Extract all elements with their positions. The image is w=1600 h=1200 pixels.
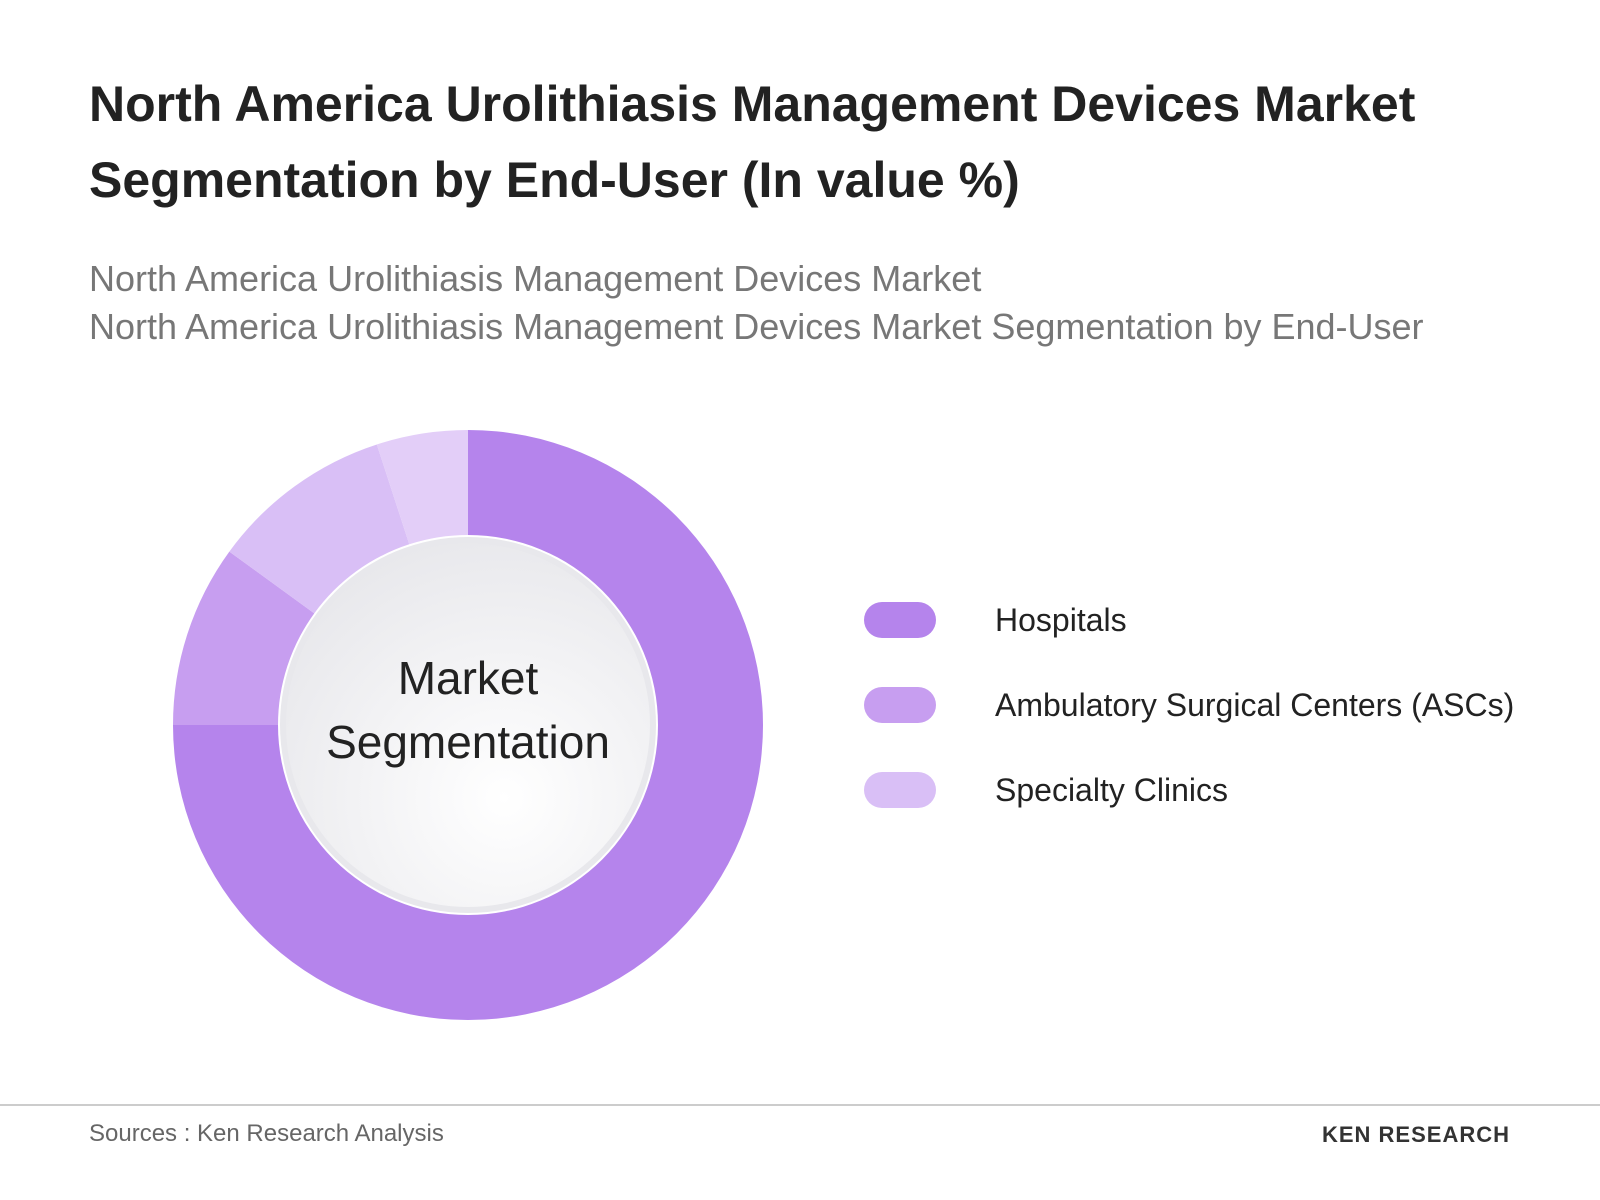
source: Sources : Ken Research Analysis <box>89 1120 444 1147</box>
chart: Market Segmentation Hospitals Ambulatory Su… <box>173 430 1514 1020</box>
legend-swatch <box>864 687 936 723</box>
center-disc <box>286 543 650 907</box>
subtitle: North America Urolithiasis Management De… <box>89 258 982 299</box>
donut-slice <box>173 430 763 1020</box>
legend-swatch <box>864 602 936 638</box>
footer-rule <box>0 1104 1600 1106</box>
donut-slice <box>173 551 315 725</box>
brand: KEN RESEARCH <box>1321 1122 1510 1147</box>
center-label: Market Segmentation <box>326 652 610 768</box>
legend-label: Specialty Clinics <box>995 772 1228 808</box>
donut-slice <box>229 444 410 614</box>
donut-slice <box>376 430 468 545</box>
legend-label: Ambulatory Surgical Centers (ASCs) <box>995 687 1514 723</box>
legend-label: Hospitals <box>995 602 1127 638</box>
legend-swatch <box>864 772 936 808</box>
chart-title: North America Urolithiasis Management De… <box>89 76 1416 208</box>
subtitle: North America Urolithiasis Management De… <box>89 306 1424 347</box>
